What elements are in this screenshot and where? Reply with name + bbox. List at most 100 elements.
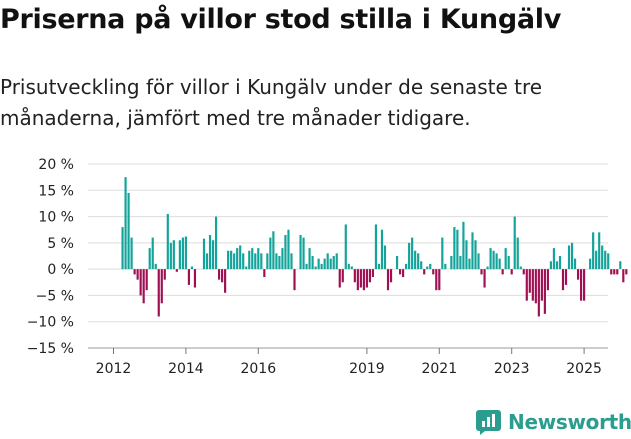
bar [148, 248, 151, 270]
y-tick-label: 20 % [38, 157, 74, 173]
bar [166, 213, 169, 270]
bar [136, 269, 139, 280]
bar [619, 261, 622, 270]
brand-logo[interactable]: Newsworthy [476, 406, 631, 438]
bar [227, 250, 230, 270]
bar [561, 269, 565, 291]
bar [214, 216, 218, 270]
bar [374, 224, 378, 270]
bar [456, 229, 459, 270]
bar [558, 256, 562, 270]
bar [383, 245, 387, 270]
bar [616, 269, 619, 275]
bar [362, 269, 365, 291]
bar [139, 269, 142, 296]
bar [510, 269, 513, 275]
bar [175, 269, 178, 272]
x-tick-label: 2023 [494, 361, 530, 377]
bar [519, 266, 522, 270]
bar [353, 269, 356, 283]
bar [133, 269, 136, 275]
bar [359, 269, 362, 288]
bar [398, 269, 402, 275]
brand-name: Newsworthy [508, 410, 631, 434]
bar [573, 258, 577, 270]
bar [193, 269, 197, 288]
bar [604, 250, 607, 270]
bar [607, 253, 610, 270]
bar [474, 240, 477, 270]
bar [567, 245, 571, 270]
bar [208, 234, 212, 270]
bar [205, 253, 209, 270]
bar [405, 263, 408, 270]
bar [338, 269, 341, 288]
bars [121, 177, 628, 317]
x-axis-ticks: 2012 2014 2016 2019 2021 2023 2025 [88, 347, 608, 377]
bar [172, 240, 175, 270]
bar [450, 256, 453, 270]
bar [543, 269, 546, 314]
bar [426, 266, 429, 270]
bar [528, 269, 531, 293]
bar [389, 269, 393, 283]
bar [145, 269, 148, 291]
bar [371, 269, 375, 278]
bar [151, 237, 154, 270]
bar [356, 269, 359, 291]
bar [299, 234, 302, 270]
bar [414, 250, 417, 270]
bar [471, 232, 474, 270]
bar [121, 227, 124, 270]
bar [625, 269, 628, 275]
bar [537, 269, 540, 317]
bar [498, 258, 501, 270]
bar [221, 269, 224, 283]
bar [272, 231, 275, 270]
bar [465, 240, 468, 270]
y-tick-label: 15 % [38, 183, 74, 199]
bar [531, 269, 534, 301]
bar [236, 248, 239, 270]
y-axis-ticks: 20 % 15 % 10 % 5 % 0 % −5 % −10 % −15 % [27, 157, 74, 357]
bar [622, 269, 625, 283]
bar [302, 237, 305, 270]
bar [245, 266, 248, 270]
bar [540, 269, 543, 301]
bar [380, 229, 384, 270]
bar [549, 261, 553, 270]
bar [429, 263, 432, 270]
y-tick-label: 0 % [47, 262, 74, 278]
bar [441, 237, 444, 270]
bar [350, 266, 353, 270]
bar [583, 269, 586, 301]
bar [317, 258, 320, 270]
bar [601, 245, 604, 270]
bar [157, 269, 160, 317]
bar [190, 266, 194, 270]
bar [564, 269, 568, 285]
x-tick-label: 2012 [96, 361, 132, 377]
x-tick-label: 2016 [240, 361, 276, 377]
bar [320, 263, 323, 270]
bar [284, 234, 287, 270]
bar [281, 248, 284, 270]
x-tick-label: 2025 [566, 361, 602, 377]
bar [233, 253, 236, 270]
bar [260, 253, 263, 270]
bar [495, 253, 498, 270]
bar [181, 237, 184, 270]
bar [610, 269, 613, 275]
bar [239, 245, 242, 270]
bar [489, 248, 492, 270]
bar [501, 269, 504, 275]
bar [160, 269, 163, 304]
bar [130, 237, 133, 270]
bar [293, 269, 296, 291]
bar [504, 248, 507, 270]
newsworthy-logo-icon [476, 409, 501, 435]
bar [278, 256, 281, 270]
bar [178, 240, 181, 270]
bar [613, 269, 616, 275]
bar [184, 236, 187, 270]
